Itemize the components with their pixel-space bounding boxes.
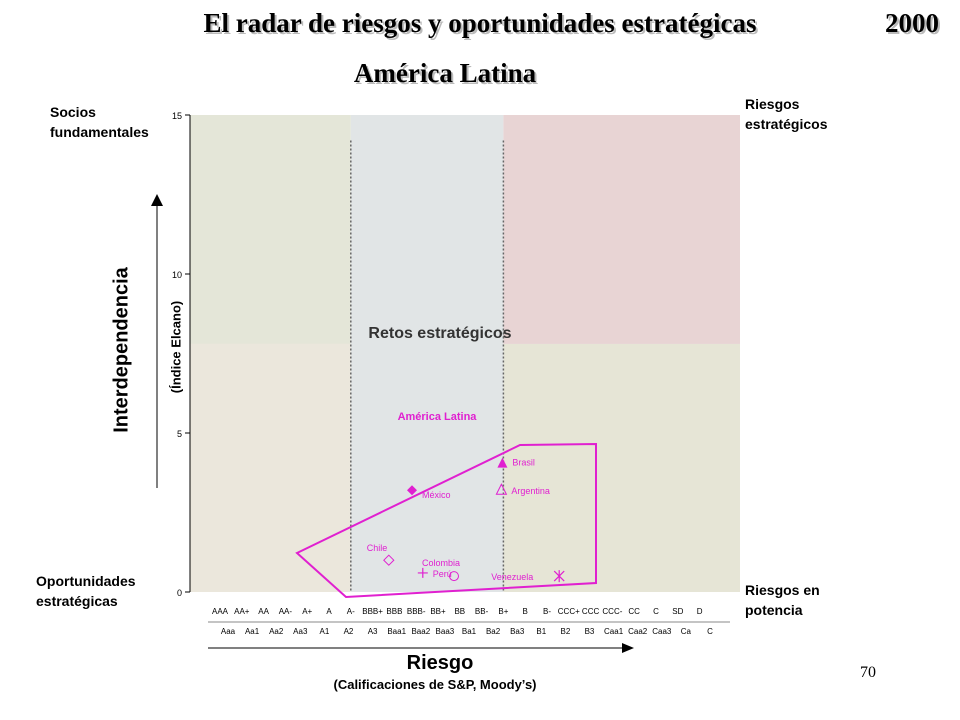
- zone-riesgos-potencia: [503, 343, 740, 592]
- x-tick-label-moodys: Aa3: [293, 627, 308, 636]
- x-tick-label-sp: B+: [498, 607, 508, 616]
- y-tick-label: 10: [172, 270, 182, 280]
- zone-socios: [190, 115, 351, 344]
- point-argentina: [495, 483, 508, 495]
- x-tick-label-sp: SD: [672, 607, 683, 616]
- point-mxico: [407, 485, 417, 496]
- x-tick-label-moodys: Ba2: [486, 627, 501, 636]
- x-tick-label-moodys: Aa1: [245, 627, 260, 636]
- x-tick-label-sp: BB: [454, 607, 465, 616]
- point-label-mxico: México: [422, 490, 451, 500]
- y-axis-label: Interdependencia: [110, 267, 133, 433]
- x-tick-label-moodys: Baa1: [387, 627, 406, 636]
- zone-retos: [350, 115, 504, 592]
- x-arrow-head: [622, 643, 634, 653]
- y-tick-label: 15: [172, 111, 182, 121]
- x-tick-label-moodys: B1: [536, 627, 546, 636]
- x-tick-label-moodys: B2: [561, 627, 571, 636]
- x-tick-label-sp: BBB: [386, 607, 402, 616]
- region-label: América Latina: [398, 411, 478, 423]
- x-axis-label: Riesgo: [406, 652, 474, 674]
- y-tick-label: 0: [177, 588, 182, 598]
- x-tick-label-moodys: Ba3: [510, 627, 525, 636]
- retos-estrategicos-label: Retos estratégicos: [368, 325, 512, 342]
- x-tick-label-sp: AA-: [279, 607, 293, 616]
- x-tick-label-sp: BBB-: [407, 607, 426, 616]
- point-venezuela: [553, 570, 565, 583]
- x-tick-label-moodys: A2: [344, 627, 354, 636]
- quadrant-label-oportunidades: Oportunidades estratégicas: [36, 573, 136, 609]
- point-label-brasil: Brasil: [512, 458, 535, 468]
- x-tick-label-sp: CC: [628, 607, 640, 616]
- x-axis-sublabel: (Calificaciones de S&P, Moody’s): [333, 677, 537, 692]
- x-tick-label-moodys: B3: [585, 627, 595, 636]
- y-arrow-head: [151, 194, 163, 206]
- region-polygon: [295, 442, 597, 599]
- x-tick-label-moodys: Aaa: [221, 627, 236, 636]
- x-tick-label-moodys: A1: [320, 627, 330, 636]
- x-tick-label-moodys: Aa2: [269, 627, 284, 636]
- x-tick-label-moodys: A3: [368, 627, 378, 636]
- point-label-venezuela: Venezuela: [491, 572, 533, 582]
- x-tick-label-sp: AA+: [234, 607, 250, 616]
- x-tick-label-sp: CCC-: [602, 607, 622, 616]
- y-tick-label: 5: [177, 429, 182, 439]
- x-tick-label-moodys: Ba1: [462, 627, 477, 636]
- page-subtitle: América Latina: [353, 58, 537, 88]
- page-number: 70: [860, 664, 876, 681]
- x-tick-label-moodys: Caa3: [652, 627, 672, 636]
- x-tick-label-sp: A+: [302, 607, 312, 616]
- zone-oportunidades: [190, 343, 351, 592]
- x-tick-label-sp: B-: [543, 607, 551, 616]
- x-tick-label-moodys: Baa2: [411, 627, 430, 636]
- quadrant-label-riesgos-estrategicos: Riesgos estratégicos: [745, 96, 828, 132]
- year-label: 2000: [885, 8, 939, 38]
- x-tick-label-moodys: Caa1: [604, 627, 624, 636]
- y-axis-sublabel: (Índice Elcano): [168, 300, 184, 394]
- x-tick-label-sp: A-: [347, 607, 355, 616]
- x-tick-label-sp: B: [523, 607, 528, 616]
- x-tick-label-sp: CCC+: [558, 607, 580, 616]
- x-tick-label-moodys: Baa3: [436, 627, 455, 636]
- x-tick-label-sp: BB-: [475, 607, 489, 616]
- point-label-per: Perú: [433, 569, 452, 579]
- x-tick-label-sp: BBB+: [362, 607, 383, 616]
- zone-riesgos-estrategicos: [503, 115, 740, 344]
- point-label-colombia: Colombia: [422, 558, 460, 568]
- page-title: El radar de riesgos y oportunidades estr…: [203, 8, 757, 38]
- x-tick-label-sp: D: [697, 607, 703, 616]
- quadrant-label-socios: Socios fundamentales: [50, 104, 149, 140]
- x-tick-label-sp: C: [653, 607, 659, 616]
- x-tick-label-sp: AAA: [212, 607, 229, 616]
- quadrant-label-riesgos-potencia: Riesgos en potencia: [745, 582, 820, 618]
- point-per: [417, 567, 428, 578]
- x-tick-label-sp: A: [326, 607, 332, 616]
- point-label-chile: Chile: [367, 543, 388, 553]
- point-chile: [383, 554, 395, 566]
- x-tick-label-moodys: Ca: [681, 627, 692, 636]
- x-tick-label-sp: CCC: [582, 607, 600, 616]
- x-tick-label-moodys: C: [707, 627, 713, 636]
- point-brasil: [497, 457, 508, 468]
- x-tick-label-moodys: Caa2: [628, 627, 648, 636]
- point-colombia: [449, 571, 459, 582]
- x-tick-label-sp: AA: [258, 607, 269, 616]
- x-tick-label-sp: BB+: [430, 607, 446, 616]
- point-label-argentina: Argentina: [511, 486, 550, 496]
